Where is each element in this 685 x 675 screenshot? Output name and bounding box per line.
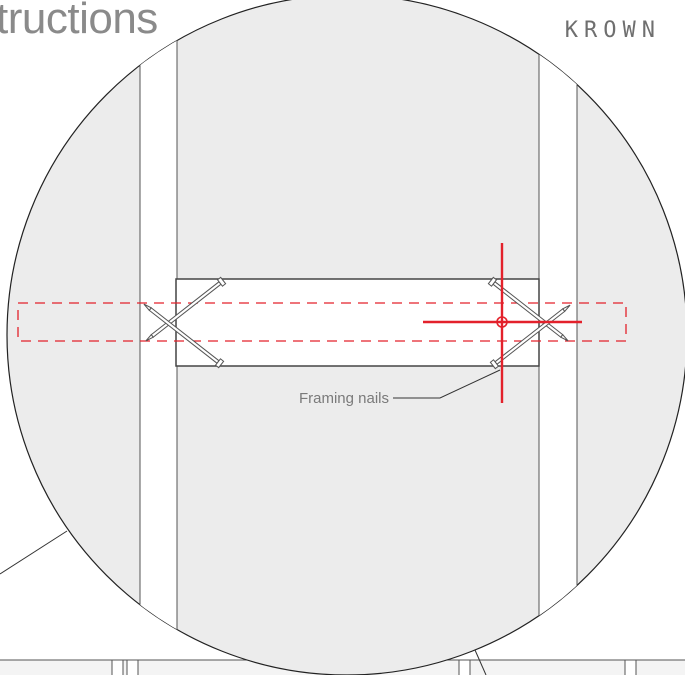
- crosshair-icon: [423, 243, 582, 403]
- nail-icon: [143, 276, 227, 369]
- page-title: tructions: [0, 0, 158, 43]
- brand-logo: KROWN: [564, 18, 661, 43]
- framing-nails-leader: [393, 369, 501, 399]
- detail-leader-bottom: [474, 649, 487, 675]
- stud-left: [140, 0, 177, 675]
- detail-leader: [0, 530, 68, 575]
- stud-right: [539, 0, 577, 675]
- framing-nails-label: Framing nails: [299, 390, 389, 407]
